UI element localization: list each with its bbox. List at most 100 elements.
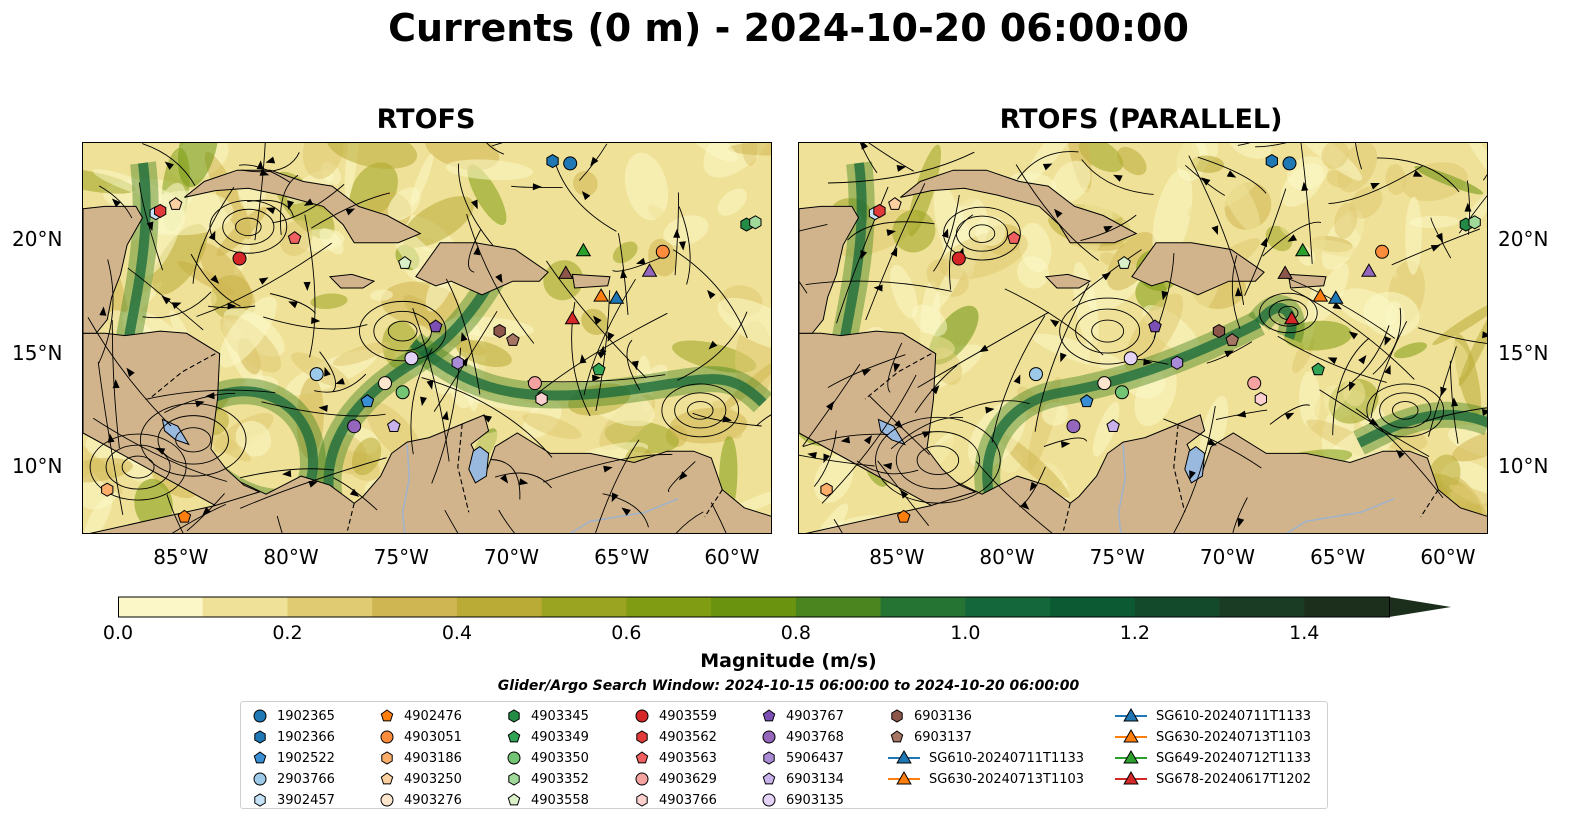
streamline-arrow bbox=[227, 302, 237, 310]
streamline bbox=[602, 493, 649, 528]
map-panel-rtofs[interactable] bbox=[82, 142, 772, 534]
streamline-arrow bbox=[1143, 358, 1153, 366]
streamline bbox=[805, 280, 952, 292]
marker-4903768 bbox=[1066, 419, 1081, 434]
land-mass bbox=[900, 169, 1138, 244]
colorbar-segment bbox=[880, 597, 966, 617]
eddy-streamline bbox=[1391, 401, 1419, 420]
observation-markers bbox=[101, 154, 762, 523]
streamline bbox=[887, 342, 903, 393]
eddy-streamline bbox=[139, 403, 247, 477]
y-tick-label-left: 10°N bbox=[12, 454, 63, 479]
streamline-arrow bbox=[896, 165, 907, 172]
x-tick-label: 75°W bbox=[373, 545, 429, 569]
streamline bbox=[1237, 143, 1251, 146]
legend-marker-hexagon-icon bbox=[508, 772, 520, 786]
x-tick-label: 75°W bbox=[1089, 545, 1145, 569]
observation-markers bbox=[820, 154, 1481, 523]
streamline-arrow bbox=[1201, 177, 1211, 186]
streamline-arrow bbox=[311, 317, 321, 324]
streamline bbox=[914, 364, 958, 414]
legend-item: SG678-20240617T1202 bbox=[1114, 769, 1311, 789]
streamline bbox=[208, 305, 256, 309]
legend: 1902365 1902366 1902522 2903766 3902457 49024… bbox=[240, 701, 1328, 809]
streamline-arrow bbox=[1369, 418, 1379, 426]
legend-marker-pentagon-icon bbox=[380, 709, 394, 722]
legend-marker bbox=[896, 770, 912, 785]
river bbox=[1117, 444, 1127, 533]
streamline-arrow bbox=[1207, 438, 1217, 446]
streamline bbox=[171, 503, 226, 533]
streamline-arrow bbox=[1301, 181, 1309, 191]
streamline bbox=[813, 430, 837, 487]
marker-4903250 bbox=[168, 197, 183, 210]
legend-marker-hexagon-icon bbox=[636, 730, 648, 744]
legend-marker-circle-icon bbox=[253, 772, 267, 786]
legend-item: 6903135 bbox=[760, 790, 844, 810]
streamline-arrow bbox=[861, 369, 872, 376]
streamline bbox=[466, 213, 535, 344]
streamline bbox=[756, 414, 771, 426]
map-panel-rtofs-parallel[interactable] bbox=[798, 142, 1488, 534]
streamline bbox=[595, 439, 640, 533]
streamline-arrow bbox=[900, 489, 909, 499]
marker-6903136 bbox=[1212, 324, 1226, 339]
streamline-arrow bbox=[210, 274, 220, 284]
marker-6903135 bbox=[404, 351, 419, 366]
marker-6903134 bbox=[387, 419, 401, 432]
marker-SG678-20240617T1202 bbox=[1283, 310, 1300, 325]
legend-marker-circle-icon bbox=[253, 709, 267, 723]
marker-4903768 bbox=[347, 419, 362, 434]
streamline-arrow bbox=[1049, 319, 1060, 328]
streamline-arrow bbox=[495, 273, 503, 284]
streamline-arrow bbox=[631, 360, 639, 371]
legend-marker-hexagon-icon bbox=[254, 793, 266, 807]
streamline-arrow bbox=[1224, 350, 1234, 358]
legend-item: 6903136 bbox=[888, 706, 972, 726]
marker-4903559 bbox=[951, 251, 966, 266]
marker-4903276 bbox=[378, 376, 393, 391]
streamline bbox=[1081, 159, 1154, 195]
streamline-arrow bbox=[930, 385, 940, 395]
marker-4903350 bbox=[1114, 385, 1129, 400]
marker-4903250 bbox=[888, 197, 902, 210]
streamline-arrow bbox=[308, 481, 319, 488]
streamline-arrow bbox=[597, 350, 607, 359]
streamline bbox=[1337, 325, 1390, 394]
streamline bbox=[859, 143, 878, 174]
country-border bbox=[864, 353, 932, 400]
country-border bbox=[148, 353, 216, 400]
legend-marker-circle-icon bbox=[507, 751, 521, 765]
eddy-streamline bbox=[1075, 308, 1141, 354]
streamline bbox=[847, 221, 935, 241]
streamline-arrow bbox=[202, 506, 212, 516]
streamline bbox=[991, 315, 1046, 443]
land-mass bbox=[89, 414, 771, 533]
streamline-arrow bbox=[460, 357, 469, 367]
river bbox=[569, 498, 679, 533]
streamline-arrow bbox=[636, 257, 646, 265]
legend-item: 4903276 bbox=[378, 790, 462, 810]
streamline bbox=[272, 184, 345, 224]
legend-item: SG630-20240713T1103 bbox=[1114, 727, 1311, 747]
legend-item: 5906437 bbox=[760, 748, 844, 768]
streamline-arrow bbox=[164, 161, 174, 170]
y-tick-label-left: 20°N bbox=[12, 227, 63, 252]
streamline-arrow bbox=[265, 207, 276, 215]
legend-item: 4903349 bbox=[505, 727, 589, 747]
streamline-arrow bbox=[1384, 336, 1392, 346]
marker-4903629 bbox=[527, 376, 542, 391]
streamline bbox=[1262, 221, 1322, 257]
colorbar-segment bbox=[372, 597, 458, 617]
marker-4902476 bbox=[177, 509, 192, 523]
streamline-arrow bbox=[318, 404, 328, 412]
marker-uvi_01-20241004T1402 bbox=[1277, 265, 1293, 279]
streamline bbox=[412, 307, 450, 462]
legend-item: SG649-20240712T1133 bbox=[1114, 748, 1311, 768]
streamline bbox=[92, 417, 228, 482]
streamline-arrow bbox=[890, 247, 898, 257]
streamline-arrow bbox=[126, 367, 135, 378]
streamline-arrow bbox=[894, 420, 904, 429]
streamline-arrow bbox=[1161, 290, 1169, 301]
streamline-arrow bbox=[823, 453, 831, 464]
